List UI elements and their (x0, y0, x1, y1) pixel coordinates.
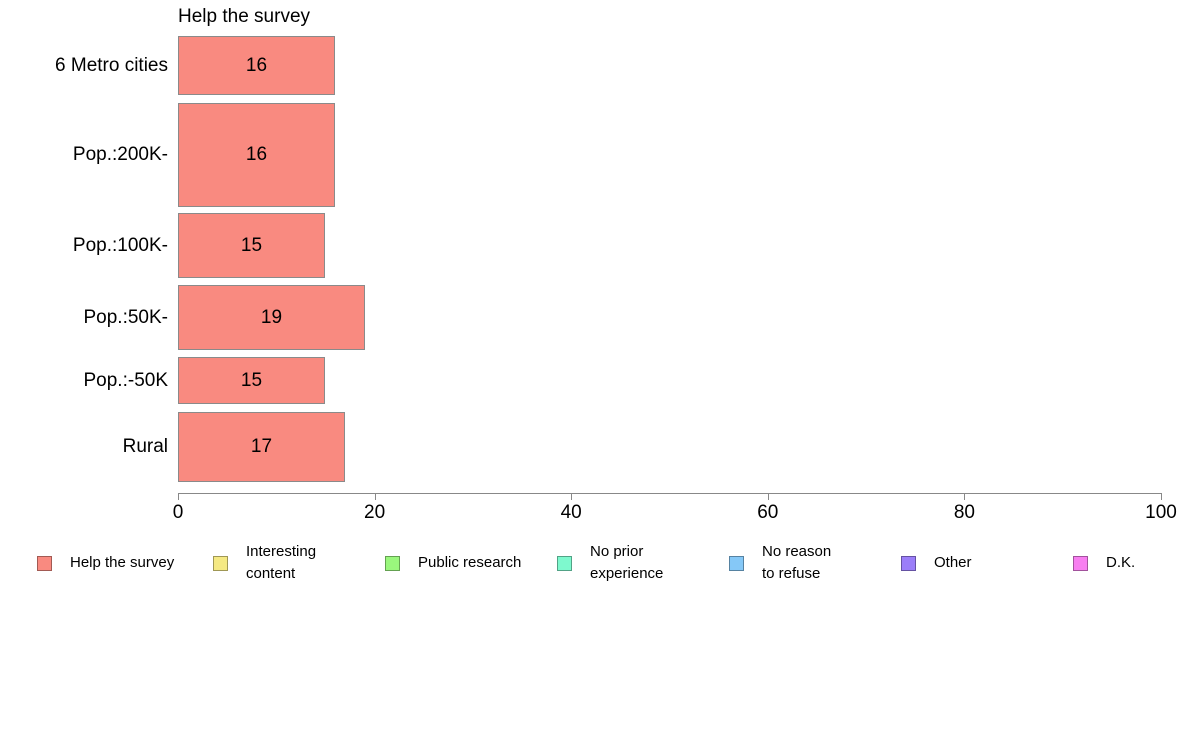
x-axis-tick-label: 0 (172, 502, 184, 523)
legend-swatch (385, 555, 400, 571)
bar-value-label: 16 (245, 54, 268, 76)
legend-label: D.K. (1106, 554, 1136, 571)
x-axis-line (178, 493, 1161, 494)
x-axis-tick (178, 493, 179, 500)
legend-swatch (557, 555, 572, 571)
bar: 16 (178, 36, 335, 95)
bar: 15 (178, 357, 325, 404)
x-axis-tick (767, 493, 769, 500)
legend-label: Help the survey (70, 554, 175, 571)
legend-label: No prior experience (590, 543, 664, 582)
x-axis-tick-label: 40 (560, 502, 582, 523)
x-axis-tick-label: 80 (953, 502, 975, 523)
x-axis-tick-label: 20 (364, 502, 386, 523)
x-axis-tick-label: 100 (1145, 502, 1177, 523)
legend-item: Help the survey (37, 537, 174, 589)
legend-swatch (901, 555, 916, 571)
legend-label: Other (934, 554, 972, 571)
legend-item: Interesting content (213, 537, 316, 589)
x-axis-tick (571, 493, 573, 500)
legend-swatch (1073, 555, 1088, 571)
legend-label: No reason to refuse (762, 543, 832, 582)
chart-title: Help the survey (178, 6, 311, 27)
bar: 16 (178, 103, 335, 207)
x-axis-tick-label: 60 (757, 502, 779, 523)
category-label: Pop.:200K- (72, 144, 168, 165)
legend-label: Public research (418, 554, 522, 571)
legend-item: Public research (385, 537, 521, 589)
bar: 19 (178, 285, 365, 350)
legend-swatch (729, 555, 744, 571)
legend-item: Other (901, 537, 972, 589)
category-label: Rural (122, 436, 168, 457)
legend-item: No reason to refuse (729, 537, 831, 589)
bar: 15 (178, 213, 325, 278)
bar-value-label: 19 (260, 306, 283, 328)
legend-swatch (37, 555, 52, 571)
category-label: Pop.:50K- (83, 306, 169, 328)
bar-value-label: 15 (240, 234, 263, 256)
bar-value-label: 15 (240, 369, 263, 391)
x-axis-tick (374, 493, 376, 500)
legend-item: D.K. (1073, 537, 1135, 589)
legend-swatch (213, 555, 228, 571)
x-axis-tick (1161, 493, 1162, 500)
category-label: 6 Metro cities (55, 54, 168, 76)
legend-item: No prior experience (557, 537, 663, 589)
bar: 17 (178, 412, 345, 482)
bar-value-label: 17 (250, 436, 273, 457)
legend-label: Interesting content (246, 543, 317, 582)
category-label: Pop.:100K- (72, 234, 168, 256)
category-label: Pop.:-50K (83, 369, 169, 391)
x-axis-tick (964, 493, 966, 500)
bar-value-label: 16 (245, 144, 268, 165)
